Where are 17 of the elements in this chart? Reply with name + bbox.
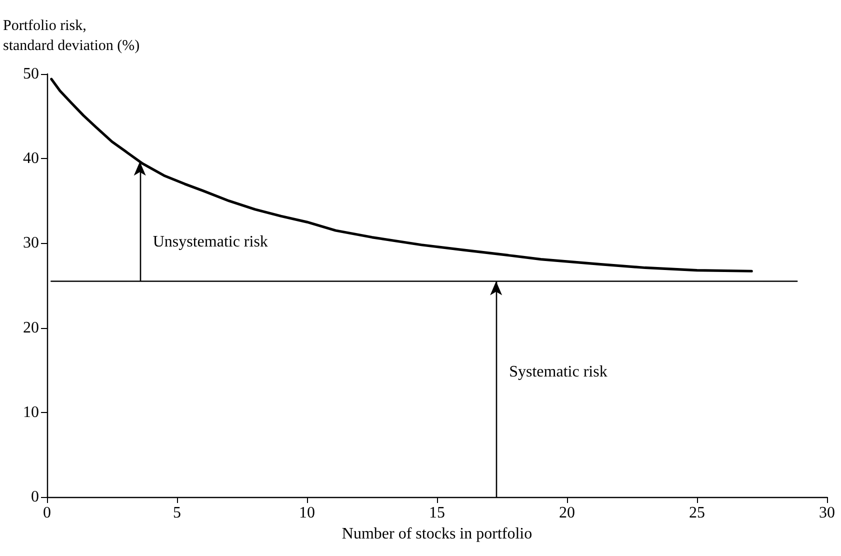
x-tick-label: 20: [559, 504, 575, 522]
y-tick-label: 20: [23, 319, 39, 336]
y-tick-label: 40: [23, 150, 39, 168]
annotation: Unsystematic risk: [152, 234, 268, 251]
x-axis-title: Number of stocks in portfolio: [342, 525, 532, 542]
y-tick-label: 10: [23, 404, 39, 421]
y-tick-label: 50: [23, 66, 39, 82]
annotation: Systematic risk: [509, 364, 608, 381]
x-tick-label: 25: [689, 504, 705, 522]
x-tick-label: 0: [43, 504, 51, 522]
x-tick-label: 10: [299, 504, 315, 522]
y-axis-title: Portfolio risk, standard deviation (%): [3, 18, 140, 54]
x-tick-label: 30: [819, 504, 835, 522]
x-tick-label: 15: [429, 504, 445, 522]
x-tick-label: 5: [173, 504, 181, 522]
y-tick-label: 30: [23, 234, 39, 252]
y-tick-label: 0: [31, 488, 39, 506]
